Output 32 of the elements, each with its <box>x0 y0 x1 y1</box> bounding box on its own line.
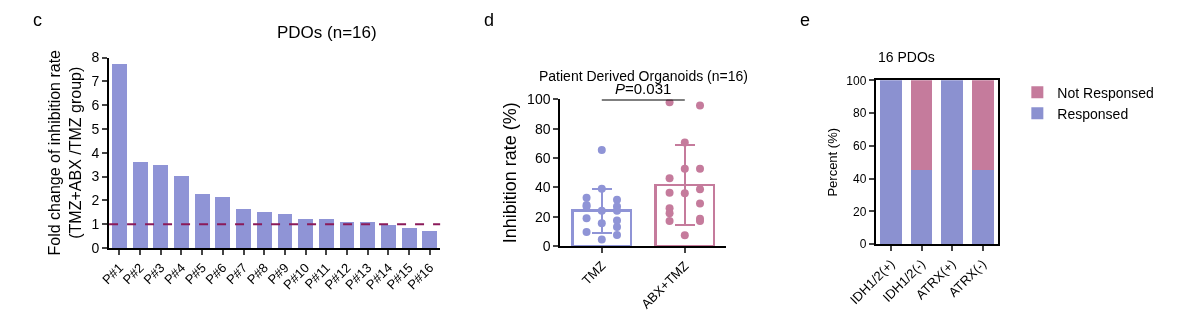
text: c <box>33 10 42 30</box>
y-tick-label: 20 <box>534 208 551 225</box>
chart-title: PDOs (n=16) <box>277 23 377 42</box>
y-tick-label: 2 <box>91 192 100 209</box>
y-tick-label: 40 <box>852 171 867 186</box>
legend-label: Responsed <box>1057 105 1129 122</box>
text: d <box>484 10 495 30</box>
y-tick-label: 80 <box>534 120 551 137</box>
y-tick-label: 0 <box>91 239 100 256</box>
y-tick-label: 3 <box>91 168 100 185</box>
y-tick-label: 0 <box>542 237 551 254</box>
y-tick-label: 60 <box>852 139 867 154</box>
legend-label: Not Responsed <box>1057 84 1154 101</box>
y-axis-title: Inhibition rate (%) <box>499 102 520 244</box>
text: e <box>800 10 811 30</box>
y-tick-label: 100 <box>846 73 867 88</box>
y-tick-label: 4 <box>91 144 100 161</box>
y-tick-label: 5 <box>91 120 100 137</box>
chart-title: 16 PDOs <box>878 49 935 65</box>
y-tick-label: 40 <box>534 179 551 196</box>
x-tick-label: TMZ <box>579 258 609 288</box>
y-tick-label: 1 <box>91 216 100 233</box>
y-tick-label: 80 <box>852 106 867 121</box>
y-axis-title: Fold change of inhibition rate (TMZ+ABX /TMZ group) <box>46 49 84 256</box>
y-tick-label: 20 <box>852 204 867 219</box>
y-tick-label: 7 <box>91 73 100 90</box>
y-tick-label: 100 <box>527 91 551 108</box>
y-tick-label: 0 <box>859 237 867 252</box>
y-tick-label: 8 <box>91 49 100 66</box>
y-tick-label: 60 <box>534 149 551 166</box>
y-axis-title: Percent (%) <box>824 127 840 197</box>
y-tick-label: 6 <box>91 97 100 114</box>
